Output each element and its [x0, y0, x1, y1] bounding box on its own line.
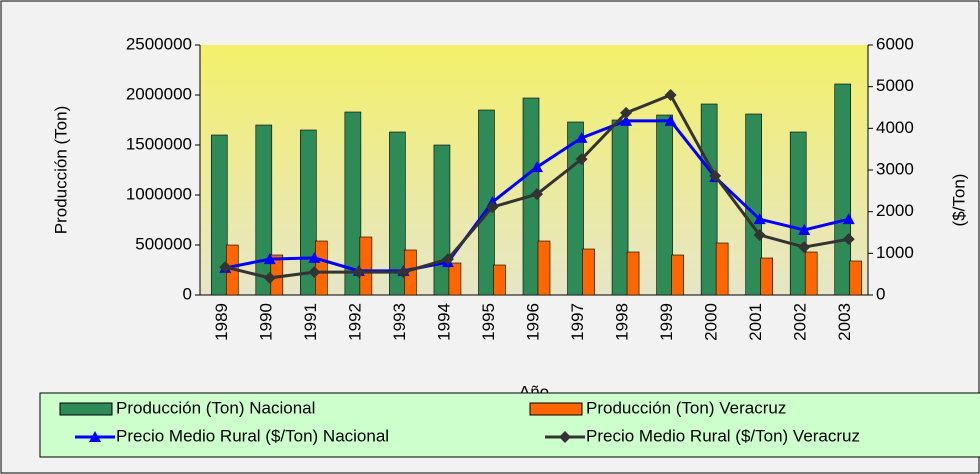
y2-tick-label: 2000: [876, 201, 914, 220]
bar: [389, 131, 406, 296]
marker: [89, 431, 101, 442]
legend-label: Precio Medio Rural ($/Ton) Nacional: [116, 426, 389, 445]
bar: [493, 264, 506, 296]
x-tick-label: 2003: [835, 303, 854, 341]
bar: [433, 144, 451, 296]
bar: [359, 236, 373, 296]
legend-swatch: [59, 402, 113, 416]
y-tick-label: 1000000: [126, 184, 192, 203]
bar: [567, 121, 584, 296]
bar: [760, 257, 773, 296]
y2-tick-label: 3000: [876, 159, 914, 178]
marker: [531, 188, 543, 201]
bar: [745, 113, 762, 296]
marker: [620, 106, 633, 119]
legend-swatch: [529, 402, 583, 416]
y2-tick-label: 6000: [876, 34, 914, 53]
marker: [709, 169, 722, 182]
marker: [842, 213, 855, 225]
marker: [263, 253, 276, 265]
bar: [700, 103, 718, 296]
marker: [842, 233, 855, 246]
marker: [531, 161, 543, 173]
marker: [441, 253, 454, 266]
bar: [789, 131, 807, 296]
marker: [263, 271, 276, 284]
marker: [798, 241, 811, 254]
legend-label: Precio Medio Rural ($/Ton) Veracruz: [586, 426, 860, 445]
marker: [664, 114, 677, 126]
bar: [344, 111, 362, 296]
bar: [255, 124, 273, 296]
bar: [582, 248, 595, 296]
bar: [671, 254, 684, 296]
x-tick-label: 1994: [434, 303, 453, 341]
marker: [219, 261, 232, 274]
marker: [575, 131, 588, 143]
marker: [308, 266, 321, 279]
bar: [849, 260, 863, 296]
marker: [753, 229, 766, 241]
x-tick-label: 2002: [791, 303, 810, 341]
marker: [664, 89, 677, 101]
bar: [315, 240, 328, 296]
legend-label: Producción (Ton) Veracruz: [586, 398, 786, 417]
marker: [559, 431, 571, 443]
bar: [611, 119, 629, 296]
marker: [397, 266, 410, 279]
bar: [804, 251, 818, 296]
bar: [656, 114, 673, 296]
bar: [626, 251, 640, 296]
x-tick-label: 1991: [301, 303, 320, 341]
marker: [575, 153, 588, 166]
x-tick-label: 2000: [702, 303, 721, 341]
x-tick-label: 1995: [479, 303, 498, 341]
x-tick-label: 1990: [256, 303, 275, 341]
x-tick-label: 2001: [746, 303, 765, 341]
marker: [486, 201, 499, 214]
bar: [537, 240, 551, 296]
y-tick-label: 1500000: [126, 134, 192, 153]
y-tick-label: 2000000: [126, 84, 192, 103]
x-tick-label: 1992: [345, 303, 364, 341]
x-tick-label: 1999: [657, 303, 676, 341]
legend-label: Producción (Ton) Nacional: [116, 398, 315, 417]
legend: [39, 392, 980, 458]
bar: [448, 262, 462, 296]
x-tick-label: 1996: [523, 303, 542, 341]
y-axis-title: Producción (Ton): [51, 106, 70, 235]
marker: [308, 251, 321, 263]
x-tick-label: 1993: [390, 303, 409, 341]
y2-tick-label: 0: [876, 284, 885, 303]
y-tick-label: 500000: [135, 234, 192, 253]
marker: [753, 213, 766, 225]
y2-tick-label: 4000: [876, 118, 914, 137]
bar: [715, 242, 729, 296]
bar: [300, 129, 317, 296]
marker: [798, 224, 811, 235]
y2-tick-label: 1000: [876, 243, 914, 262]
x-tick-label: 1997: [568, 303, 587, 341]
x-tick-label: 1998: [613, 303, 632, 341]
x-tick-label: 1989: [212, 303, 231, 341]
bar: [834, 83, 852, 296]
y2-tick-label: 5000: [876, 76, 914, 95]
y2-axis-title: ($/Ton): [949, 174, 968, 227]
marker: [620, 114, 633, 126]
bar: [210, 134, 228, 296]
marker: [352, 266, 365, 279]
y-tick-label: 2500000: [126, 34, 192, 53]
y-tick-label: 0: [183, 284, 192, 303]
